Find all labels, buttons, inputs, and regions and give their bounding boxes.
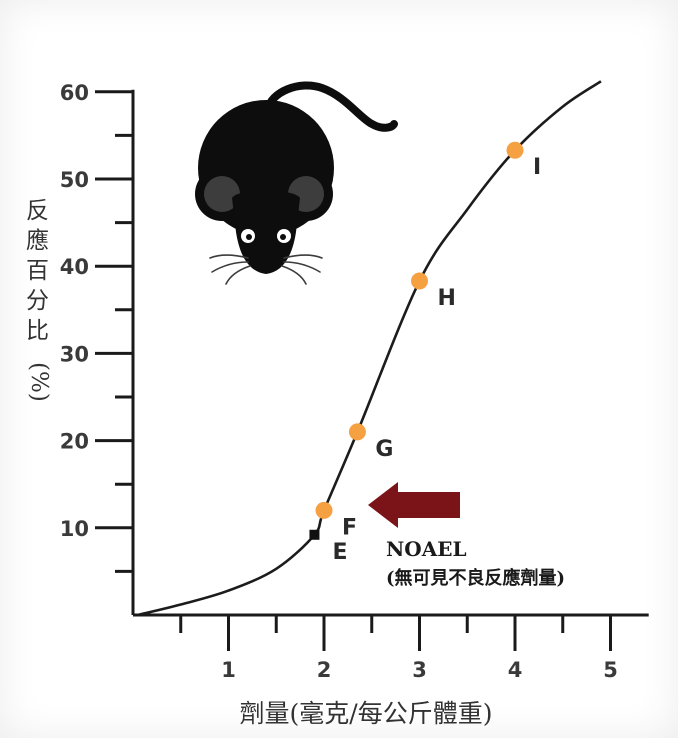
x-tick-label: 2 (317, 658, 332, 682)
noael-subtitle: (無可見不良反應劑量) (386, 567, 565, 589)
x-axis-label: 劑量(毫克/每公斤體重) (240, 699, 493, 728)
noael-arrow (368, 482, 460, 528)
y-tick-label: 20 (60, 430, 89, 454)
y-tick-label: 60 (60, 81, 89, 105)
y-tick-label: 10 (60, 517, 89, 541)
x-tick-label: 3 (412, 658, 427, 682)
mouse-icon (195, 81, 398, 285)
points-layer: EF G H I (309, 141, 541, 565)
noael-title: NOAEL (386, 537, 467, 561)
x-tick-label: 1 (221, 658, 236, 682)
y-axis-unit: (%) (26, 362, 52, 402)
data-point-E (309, 529, 320, 540)
data-point-H (411, 272, 428, 290)
data-point-G (348, 423, 366, 441)
point-label-H: H (438, 286, 456, 311)
point-label-G: G (375, 437, 393, 462)
y-tick-label: 30 (60, 342, 89, 366)
y-tick-label: 50 (60, 168, 89, 192)
data-point-F (315, 501, 333, 519)
data-point-I (506, 141, 524, 159)
point-label-I: I (533, 155, 541, 180)
x-tick-label: 4 (508, 658, 523, 682)
y-axis-label: 反 應 百 分 比 (26, 198, 56, 344)
axes: 10 20 30 40 50 60 1 2 3 4 5 (60, 81, 649, 682)
point-label-F: F (342, 515, 357, 540)
x-tick-label: 5 (603, 658, 618, 682)
y-tick-label: 40 (60, 255, 89, 279)
point-label-E: E (332, 540, 347, 565)
